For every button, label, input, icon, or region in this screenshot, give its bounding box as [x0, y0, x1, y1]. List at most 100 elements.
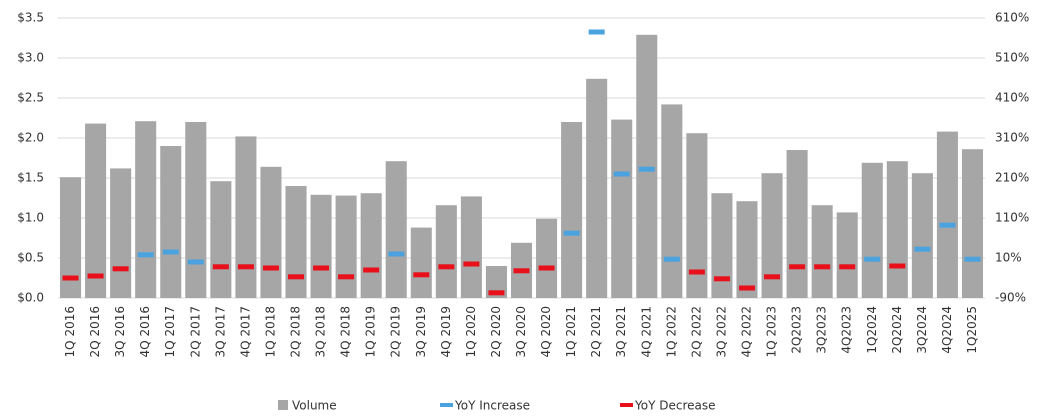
x-tick-label: 2Q 2018	[289, 306, 303, 357]
bar	[736, 201, 758, 298]
marker	[964, 256, 981, 262]
y2-tick-label: 310%	[995, 131, 1029, 145]
bar	[561, 122, 583, 298]
marker	[388, 251, 405, 257]
bar	[961, 149, 983, 298]
marker	[864, 256, 881, 262]
x-tick-label: 1Q2025	[965, 306, 979, 354]
bar	[661, 104, 683, 299]
x-tick-label: 3Q 2022	[714, 306, 728, 357]
y2-tick-label: 410%	[995, 91, 1029, 105]
y2-tick-label: 10%	[995, 251, 1022, 265]
legend-label: Volume	[292, 399, 337, 413]
marker	[237, 264, 254, 270]
bar	[410, 227, 432, 298]
x-tick-label: 3Q 2020	[514, 306, 528, 357]
marker	[288, 274, 305, 280]
x-tick-label: 4Q 2022	[739, 306, 753, 357]
marker	[413, 272, 430, 278]
bar	[60, 177, 82, 298]
marker	[187, 259, 204, 265]
marker	[338, 274, 355, 280]
y2-tick-label: 510%	[995, 51, 1029, 65]
x-tick-label: 4Q 2019	[439, 306, 453, 357]
marker	[839, 264, 856, 270]
y-tick-label: $0.0	[17, 291, 44, 305]
x-tick-label: 1Q 2016	[63, 306, 77, 357]
x-tick-label: 3Q 2017	[213, 306, 227, 357]
legend-swatch	[278, 400, 288, 410]
x-tick-label: 2Q2024	[890, 306, 904, 354]
x-tick-label: 2Q2023	[790, 306, 804, 354]
bar	[586, 78, 608, 298]
y2-tick-label: -90%	[995, 291, 1026, 305]
x-tick-label: 4Q 2016	[138, 306, 152, 357]
marker	[738, 285, 755, 291]
bar	[886, 161, 908, 298]
marker	[513, 268, 530, 274]
x-tick-label: 2Q 2017	[188, 306, 202, 357]
y-tick-label: $3.0	[17, 51, 44, 65]
y-tick-label: $2.0	[17, 131, 44, 145]
x-tick-label: 3Q2024	[915, 306, 929, 354]
bar	[385, 161, 407, 298]
x-tick-label: 1Q 2022	[664, 306, 678, 357]
x-tick-label: 3Q 2019	[414, 306, 428, 357]
marker	[87, 273, 104, 279]
marker	[814, 264, 831, 270]
marker	[563, 230, 580, 236]
bar	[836, 212, 858, 298]
bar	[260, 166, 282, 298]
x-tick-label: 4Q 2021	[639, 306, 653, 357]
bar	[761, 173, 783, 298]
bar	[335, 195, 357, 298]
marker	[438, 264, 455, 270]
marker	[663, 256, 680, 262]
x-tick-label: 2Q 2019	[389, 306, 403, 357]
x-tick-label: 1Q 2019	[364, 306, 378, 357]
marker	[363, 267, 380, 273]
y-tick-label: $1.5	[17, 171, 44, 185]
bar	[160, 146, 182, 298]
legend-label: YoY Increase	[454, 399, 530, 413]
bar	[686, 133, 708, 298]
y2-tick-label: 210%	[995, 171, 1029, 185]
marker	[613, 171, 630, 177]
marker	[764, 274, 781, 280]
marker	[538, 265, 555, 271]
bar	[460, 196, 482, 298]
bar	[711, 193, 733, 298]
bar	[310, 194, 332, 298]
bar	[861, 162, 883, 298]
x-tick-label: 4Q 2018	[339, 306, 353, 357]
x-tick-label: 1Q 2017	[163, 306, 177, 357]
bar	[636, 34, 658, 299]
bar	[360, 193, 382, 298]
bar	[786, 150, 808, 298]
marker	[588, 29, 605, 35]
marker	[713, 276, 730, 282]
x-tick-label: 2Q 2021	[589, 306, 603, 357]
marker	[688, 269, 705, 275]
y-tick-label: $0.5	[17, 251, 44, 265]
x-tick-label: 4Q2023	[840, 306, 854, 354]
x-tick-label: 1Q 2021	[564, 306, 578, 357]
marker	[62, 275, 79, 281]
x-tick-label: 1Q 2023	[765, 306, 779, 357]
bar	[285, 186, 307, 298]
marker	[162, 249, 179, 255]
x-tick-label: 1Q2024	[865, 306, 879, 354]
bar	[911, 173, 933, 298]
x-tick-label: 3Q 2018	[314, 306, 328, 357]
x-tick-label: 2Q 2020	[489, 306, 503, 357]
x-tick-label: 4Q 2017	[238, 306, 252, 357]
legend-swatch	[440, 403, 453, 407]
marker	[463, 261, 480, 267]
x-tick-label: 1Q 2020	[464, 306, 478, 357]
bar	[85, 123, 107, 298]
y2-tick-label: 110%	[995, 211, 1029, 225]
y2-tick-label: 610%	[995, 11, 1029, 25]
bar	[936, 131, 958, 298]
marker	[889, 263, 906, 269]
x-tick-label: 4Q2024	[940, 306, 954, 354]
